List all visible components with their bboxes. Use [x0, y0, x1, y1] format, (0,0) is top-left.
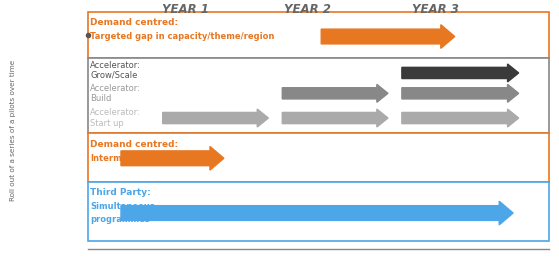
Text: Intermediaries: Intermediaries — [91, 154, 160, 163]
Text: YEAR 1: YEAR 1 — [162, 3, 209, 16]
FancyArrow shape — [121, 201, 513, 225]
Text: YEAR 3: YEAR 3 — [412, 3, 459, 16]
FancyArrow shape — [402, 64, 519, 82]
Text: Roll out of a series of a pilots over time: Roll out of a series of a pilots over ti… — [10, 60, 16, 201]
FancyBboxPatch shape — [88, 12, 549, 58]
FancyArrow shape — [402, 84, 519, 102]
Text: Demand centred:: Demand centred: — [91, 140, 178, 149]
Text: YEAR 2: YEAR 2 — [284, 3, 331, 16]
Text: Accelerator:: Accelerator: — [91, 109, 141, 117]
FancyArrow shape — [163, 109, 268, 127]
Text: Demand centred:: Demand centred: — [91, 18, 178, 26]
FancyBboxPatch shape — [88, 133, 549, 183]
Text: Accelerator:: Accelerator: — [91, 61, 141, 70]
FancyArrow shape — [282, 84, 388, 102]
Text: programmes: programmes — [91, 215, 150, 224]
FancyArrow shape — [282, 109, 388, 127]
FancyArrow shape — [402, 109, 519, 127]
Text: Third Party:: Third Party: — [91, 188, 151, 197]
FancyBboxPatch shape — [88, 58, 549, 133]
Text: Simultaneous: Simultaneous — [91, 202, 155, 211]
FancyArrow shape — [121, 146, 224, 170]
Text: Accelerator:: Accelerator: — [91, 84, 141, 93]
Text: Targeted gap in capacity/theme/region: Targeted gap in capacity/theme/region — [91, 32, 275, 41]
FancyBboxPatch shape — [88, 183, 549, 241]
Text: Grow/Scale: Grow/Scale — [91, 71, 138, 80]
Text: Build: Build — [91, 94, 112, 103]
FancyArrow shape — [321, 25, 454, 48]
Text: Start up: Start up — [91, 119, 124, 128]
